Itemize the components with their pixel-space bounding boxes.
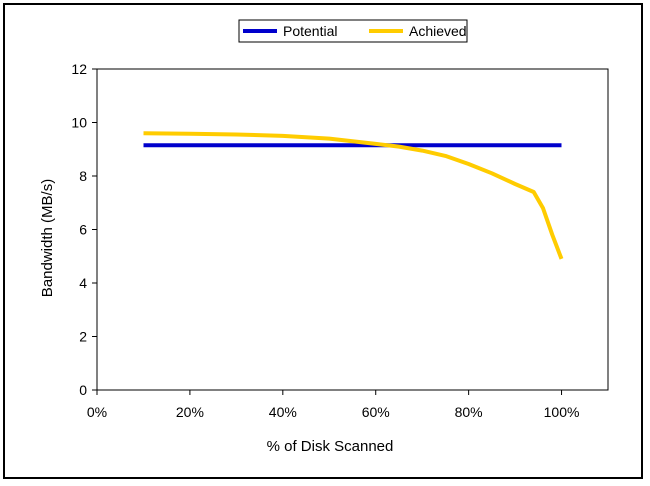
legend: Potential Achieved	[238, 19, 468, 43]
legend-label-potential: Potential	[283, 23, 337, 39]
plot-area	[96, 68, 609, 391]
series-layer	[143, 131, 564, 260]
y-axis-title: Bandwidth (MB/s)	[39, 179, 56, 297]
y-tick-label: 4	[79, 275, 87, 291]
x-tick-label: 60%	[362, 404, 390, 420]
axes: 0 2 4 6 8 10 12 0% 20% 40% 60% 80% 100%	[71, 61, 579, 420]
legend-label-achieved: Achieved	[409, 23, 467, 39]
plot-border	[96, 68, 609, 391]
y-tick-label: 2	[79, 329, 87, 345]
legend-box	[238, 19, 468, 43]
y-tick-label: 6	[79, 222, 87, 238]
x-tick-label: 100%	[544, 404, 580, 420]
x-tick-label: 80%	[455, 404, 483, 420]
x-tick-label: 20%	[176, 404, 204, 420]
series-line-achieved	[143, 131, 564, 260]
x-axis-title: % of Disk Scanned	[267, 438, 394, 455]
y-tick-label: 12	[71, 61, 87, 77]
x-tick-label: 40%	[269, 404, 297, 420]
y-tick-label: 0	[79, 382, 87, 398]
y-tick-label: 8	[79, 168, 87, 184]
x-tick-label: 0%	[87, 404, 107, 420]
y-tick-label: 10	[71, 115, 87, 131]
